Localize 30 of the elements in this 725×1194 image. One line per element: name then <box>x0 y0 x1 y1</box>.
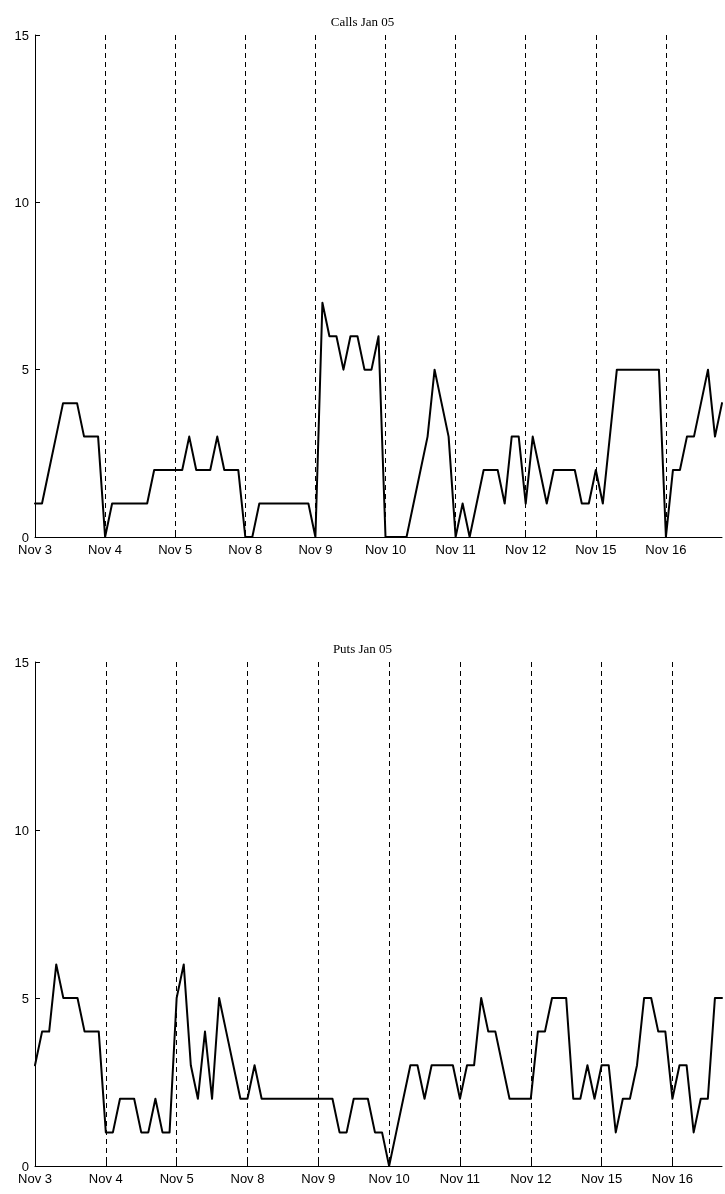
y-tick-label: 15 <box>14 27 29 43</box>
y-tick-label: 10 <box>14 822 29 838</box>
x-tick-label: Nov 5 <box>159 1171 194 1186</box>
y-tick-label: 15 <box>14 654 29 670</box>
x-tick-label: Nov 15 <box>581 1171 623 1186</box>
x-tick-label: Nov 10 <box>364 542 407 557</box>
y-tick-label: 5 <box>21 990 29 1006</box>
x-tick-label: Nov 4 <box>88 1171 123 1186</box>
y-tick-label: 0 <box>21 1158 29 1174</box>
chart-title: Calls Jan 05 <box>330 14 395 29</box>
chart-title: Puts Jan 05 <box>332 641 393 656</box>
x-tick-label: Nov 9 <box>301 1171 336 1186</box>
x-tick-label: Nov 12 <box>510 1171 552 1186</box>
x-tick-label: Nov 3 <box>18 542 52 557</box>
x-tick-label: Nov 8 <box>230 1171 265 1186</box>
y-tick-label: 0 <box>21 529 29 545</box>
x-tick-label: Nov 5 <box>158 542 193 557</box>
y-tick-label: 5 <box>21 362 29 378</box>
x-tick-label: Nov 10 <box>368 1171 410 1186</box>
x-tick-label: Nov 16 <box>651 1171 694 1186</box>
x-tick-label: Nov 9 <box>298 542 333 557</box>
x-tick-label: Nov 11 <box>435 542 476 557</box>
x-tick-label: Nov 12 <box>505 542 547 557</box>
y-tick-label: 10 <box>14 194 29 210</box>
x-tick-label: Nov 8 <box>228 542 263 557</box>
x-tick-label: Nov 11 <box>439 1171 481 1186</box>
x-tick-label: Nov 4 <box>88 542 123 557</box>
x-tick-label: Nov 15 <box>575 542 617 557</box>
x-tick-label: Nov 3 <box>18 1171 52 1186</box>
x-tick-label: Nov 16 <box>645 542 687 557</box>
